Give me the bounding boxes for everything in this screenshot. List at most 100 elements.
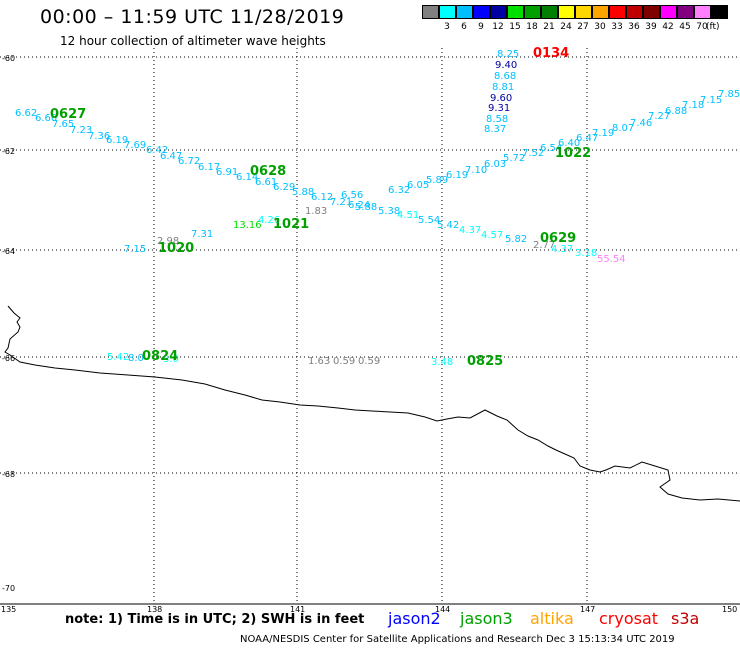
scale-swatch <box>575 5 592 19</box>
scale-label: 21 <box>543 22 555 32</box>
scale-label: 15 <box>509 22 521 32</box>
scale-label: 30 <box>594 22 606 32</box>
scale-label: 45 <box>679 22 691 32</box>
wave-height-label: 5.42 <box>437 220 459 231</box>
wave-height-label: 8.37 <box>484 124 506 135</box>
wave-height-label: 2.98 <box>157 236 179 247</box>
wave-height-label: 6.91 <box>216 167 238 178</box>
pass-time-label: 0825 <box>467 354 503 369</box>
wave-height-label: 6.05 <box>407 180 429 191</box>
pass-time-label: 0628 <box>250 164 286 179</box>
wave-height-label: 6.72 <box>178 156 200 167</box>
scale-swatch <box>456 5 473 19</box>
wave-height-label: 5.72 <box>503 153 525 164</box>
wave-height-label: 5.38 <box>378 206 400 217</box>
satellite-legend-item: cryosat <box>599 609 659 628</box>
pass-time-label: 1020 <box>158 241 194 256</box>
wave-height-label: 6.19 <box>106 135 128 146</box>
satellite-legend-item: jason3 <box>460 609 513 628</box>
wave-height-label: 5.42 <box>107 352 129 363</box>
lat-label: -64 <box>2 247 16 256</box>
scale-label: 12 <box>492 22 504 32</box>
wave-height-label: 4.37 <box>551 244 573 255</box>
scale-swatch <box>711 5 728 19</box>
scale-swatch <box>626 5 643 19</box>
coastline <box>4 305 740 502</box>
wave-height-label: 7.69 <box>124 140 146 151</box>
satellite-legend-item: s3a <box>671 609 700 628</box>
scale-label: 24 <box>560 22 572 32</box>
wave-height-label: 6.14 <box>236 172 258 183</box>
scale-swatch <box>694 5 711 19</box>
wave-height-label: 7.23 <box>70 125 92 136</box>
lon-label: 144 <box>435 605 451 614</box>
wave-height-label: 8.81 <box>492 82 514 93</box>
wave-height-label: 1.83 <box>305 206 327 217</box>
wave-height-label: 8.0 <box>128 353 144 364</box>
wave-height-label: 9.40 <box>495 60 517 71</box>
wave-height-label: 3.18 <box>575 248 597 259</box>
pass-time-label: 0629 <box>540 231 576 246</box>
satellite-legend-item: jason2 <box>388 609 441 628</box>
wave-height-label: 5.82 <box>505 234 527 245</box>
wave-height-label: 6.47 <box>160 151 182 162</box>
wave-height-label: 55.54 <box>597 254 626 265</box>
scale-swatch <box>592 5 609 19</box>
scale-swatch <box>660 5 677 19</box>
wave-height-label: 7.36 <box>88 131 110 142</box>
wave-height-label: 8.58 <box>486 114 508 125</box>
wave-height-label: 6.03 <box>484 159 506 170</box>
scale-swatch <box>558 5 575 19</box>
wave-height-label: 7.27 <box>648 111 670 122</box>
wave-height-label: 7.10 <box>465 165 487 176</box>
wave-height-label: 0.59 <box>358 356 380 367</box>
scale-label: 33 <box>611 22 623 32</box>
wave-height-label: 6.19 <box>446 170 468 181</box>
wave-height-label: 7.15 <box>700 95 722 106</box>
wave-height-label: 8.25 <box>497 49 519 60</box>
scale-label: 42 <box>662 22 674 32</box>
wave-height-label: 6.17 <box>198 162 220 173</box>
scale-swatch <box>422 5 439 19</box>
wave-height-label: 8.07 <box>612 123 634 134</box>
satellite-legend-item: altika <box>530 609 574 628</box>
wave-height-label: 8.68 <box>494 71 516 82</box>
wave-height-label: 6.56 <box>341 190 363 201</box>
wave-height-label: 7.18 <box>682 100 704 111</box>
scale-label: 36 <box>628 22 640 32</box>
wave-height-label: 6.47 <box>576 133 598 144</box>
scale-label: 18 <box>526 22 538 32</box>
scale-label: 9 <box>478 22 484 32</box>
map-subtitle: 12 hour collection of altimeter wave hei… <box>60 34 326 48</box>
wave-height-label: 6.12 <box>311 192 333 203</box>
wave-height-label: 4.26 <box>258 215 280 226</box>
lat-label: -70 <box>2 584 16 593</box>
lon-label: 147 <box>580 605 596 614</box>
pass-time-label: 1022 <box>555 146 591 161</box>
lat-label: -66 <box>2 354 16 363</box>
wave-height-label: 5.54 <box>418 215 440 226</box>
footer-note: note: 1) Time is in UTC; 2) SWH is in fe… <box>65 612 365 627</box>
wave-height-label: 7.85 <box>718 89 740 100</box>
wave-height-label: 6.60 <box>35 113 57 124</box>
wave-height-label: 9.31 <box>488 103 510 114</box>
wave-height-label: 0.59 <box>333 356 355 367</box>
wave-height-label: 6.24 <box>348 200 370 211</box>
wave-height-label: 5.88 <box>355 202 377 213</box>
wave-height-label: 2.77 <box>533 240 555 251</box>
pass-time-label: 0824 <box>142 349 178 364</box>
scale-label: 6 <box>461 22 467 32</box>
wave-height-label: 7.31 <box>191 229 213 240</box>
wave-height-label: 13.16 <box>233 220 262 231</box>
wave-height-label: 7.19 <box>592 128 614 139</box>
wave-height-label: 6.29 <box>273 182 295 193</box>
scale-swatch <box>541 5 558 19</box>
wave-height-label: 6.61 <box>255 177 277 188</box>
wave-height-label: 6.40 <box>558 138 580 149</box>
credit-line: NOAA/NESDIS Center for Satellite Applica… <box>240 634 675 645</box>
wave-height-label: 6.62 <box>15 108 37 119</box>
pass-time-label: 0134 <box>533 46 569 61</box>
wave-height-label: 7.21 <box>330 197 352 208</box>
